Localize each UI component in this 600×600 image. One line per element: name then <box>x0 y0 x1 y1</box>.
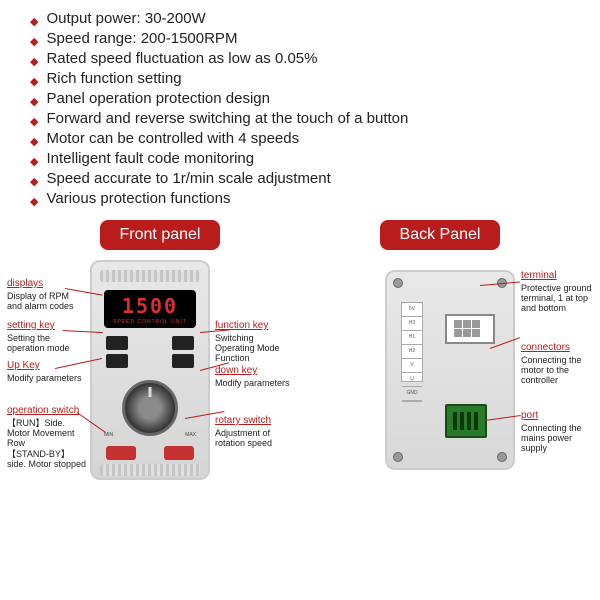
power-port <box>445 404 487 438</box>
feature-item: ◆ Rated speed fluctuation as low as 0.05% <box>30 50 580 68</box>
vent-top <box>100 270 200 282</box>
panel-labels-row: Front panel Back Panel <box>0 215 600 250</box>
connector-pins <box>453 320 487 338</box>
callout-function: function key Switching Operating Mode Fu… <box>215 320 293 364</box>
bullet-icon: ◆ <box>30 195 38 208</box>
display-digits: 1500 <box>122 294 178 318</box>
feature-text: Speed range: 200-1500RPM <box>46 30 237 47</box>
bullet-icon: ◆ <box>30 75 38 88</box>
feature-text: Output power: 30-200W <box>46 10 205 27</box>
callout-down: down key Modify parameters <box>215 365 293 388</box>
feature-text: Panel operation protection design <box>46 90 270 107</box>
rotary-dial[interactable] <box>122 380 178 436</box>
feature-item: ◆ Speed accurate to 1r/min scale adjustme… <box>30 170 580 188</box>
bullet-icon: ◆ <box>30 175 38 188</box>
back-diagram: 5VH3H1H2VUGND terminal Protective ground… <box>305 260 595 520</box>
terminal-label: H2 <box>402 345 422 359</box>
screw-tl <box>393 278 403 288</box>
up-button[interactable] <box>106 354 128 368</box>
bullet-icon: ◆ <box>30 155 38 168</box>
terminal-label: H3 <box>402 317 422 331</box>
terminal-label: V <box>402 359 422 373</box>
button-row-2 <box>100 354 200 368</box>
feature-item: ◆ Various protection functions <box>30 190 580 208</box>
callout-port: port Connecting the mains power supply <box>521 410 593 454</box>
bottom-buttons <box>100 444 200 464</box>
feature-item: ◆ Motor can be controlled with 4 speeds <box>30 130 580 148</box>
diagrams-container: 1500 SPEED CONTROL UNIT MIN MAX <box>0 250 600 520</box>
feature-text: Forward and reverse switching at the tou… <box>46 110 408 127</box>
feature-item: ◆ Speed range: 200-1500RPM <box>30 30 580 48</box>
front-diagram: 1500 SPEED CONTROL UNIT MIN MAX <box>5 260 295 520</box>
button-row <box>100 336 200 350</box>
run-button[interactable] <box>164 446 194 460</box>
feature-item: ◆ Forward and reverse switching at the to… <box>30 110 580 128</box>
feature-list: ◆ Output power: 30-200W ◆ Speed range: 200-… <box>0 0 600 215</box>
callout-terminal: terminal Protective ground terminal, 1 a… <box>521 270 593 314</box>
bullet-icon: ◆ <box>30 15 38 28</box>
feature-item: ◆ Output power: 30-200W <box>30 10 580 28</box>
feature-text: Various protection functions <box>46 190 230 207</box>
callout-rotary: rotary switch Adjustment of rotation spe… <box>215 415 293 448</box>
display-label: SPEED CONTROL UNIT <box>113 319 187 325</box>
terminal-label: H1 <box>402 331 422 345</box>
bullet-icon: ◆ <box>30 55 38 68</box>
bullet-icon: ◆ <box>30 115 38 128</box>
bullet-icon: ◆ <box>30 95 38 108</box>
terminal-label: U <box>402 373 422 387</box>
terminal-label: 5V <box>402 303 422 317</box>
feature-text: Intelligent fault code monitoring <box>46 150 254 167</box>
feature-item: ◆ Panel operation protection design <box>30 90 580 108</box>
function-button[interactable] <box>172 336 194 350</box>
setting-button[interactable] <box>106 336 128 350</box>
feature-text: Speed accurate to 1r/min scale adjustmen… <box>46 170 330 187</box>
bullet-icon: ◆ <box>30 35 38 48</box>
vent-bottom <box>100 464 200 476</box>
terminal-strip: 5VH3H1H2VUGND <box>401 302 423 382</box>
feature-item: ◆ Intelligent fault code monitoring <box>30 150 580 168</box>
standby-button[interactable] <box>106 446 136 460</box>
callout-connectors: connectors Connecting the motor to the c… <box>521 342 593 386</box>
back-device: 5VH3H1H2VUGND <box>385 270 515 470</box>
dial-max-label: MAX <box>185 432 196 438</box>
dial-area: MIN MAX <box>100 372 200 444</box>
screw-br <box>497 452 507 462</box>
callout-displays: displays Display of RPM and alarm codes <box>7 278 85 311</box>
front-panel-label: Front panel <box>100 220 221 250</box>
bullet-icon: ◆ <box>30 135 38 148</box>
lcd-screen: 1500 SPEED CONTROL UNIT <box>104 290 196 328</box>
feature-item: ◆ Rich function setting <box>30 70 580 88</box>
feature-text: Motor can be controlled with 4 speeds <box>46 130 299 147</box>
terminal-label <box>402 401 422 402</box>
callout-operation: operation switch 【RUN】Side. Motor Moveme… <box>7 405 87 469</box>
front-device: 1500 SPEED CONTROL UNIT MIN MAX <box>90 260 210 480</box>
terminal-label: GND <box>402 387 422 401</box>
down-button[interactable] <box>172 354 194 368</box>
screw-bl <box>393 452 403 462</box>
callout-setting: setting key Setting the operation mode <box>7 320 85 353</box>
feature-text: Rich function setting <box>46 70 181 87</box>
feature-text: Rated speed fluctuation as low as 0.05% <box>46 50 317 67</box>
back-panel-label: Back Panel <box>380 220 501 250</box>
